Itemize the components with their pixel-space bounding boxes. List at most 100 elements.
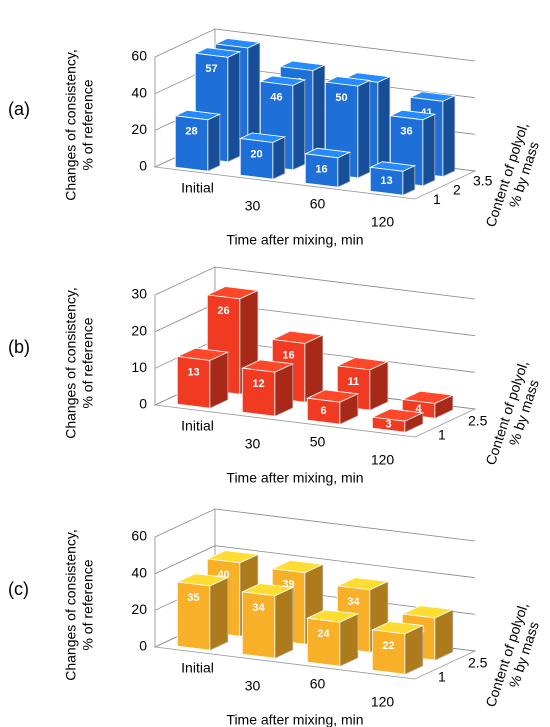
bar-side [274,363,294,417]
y-tick-label: 30 [131,286,147,302]
panel: (c)02040604039342335342422Initial3060120… [8,508,542,727]
x-tick-label: 60 [310,676,326,692]
depth-tick-label: 2.5 [468,655,488,671]
value-label: 26 [217,305,229,317]
y-axis-title: Changes of consistency, [63,287,79,439]
bar-front [369,166,404,196]
value-label: 4 [415,403,422,415]
bar-side [434,608,454,661]
bar-side [209,351,229,409]
value-label: 13 [380,175,392,187]
depth-tick-label: 2.5 [468,413,488,429]
x-tick-label: Initial [181,418,214,434]
x-tick-label: 30 [245,198,261,214]
value-label: 12 [252,378,264,390]
y-tick-label: 60 [131,48,147,64]
bar-front [371,629,406,675]
bar-front [239,138,274,180]
bar: 3 [370,408,425,433]
y-axis-title: Changes of consistency, [63,529,79,681]
value-label: 35 [187,592,199,604]
grid-line [154,303,476,337]
y-axis-title: % of reference [80,559,96,650]
bar-side [272,136,286,180]
panel-label: (c) [8,579,29,599]
bar-side [292,79,306,171]
y-axis-title: % of reference [80,317,96,408]
depth-tick-label: 1 [433,191,441,207]
bar: 13 [175,347,230,409]
bar-side [377,76,391,170]
y-tick-label: 20 [131,601,147,617]
bar: 6 [305,389,360,425]
x-tick-label: 120 [371,694,395,710]
bar-side [422,113,436,187]
bar: 22 [370,621,425,675]
y-axis-title: Changes of consistency, [63,49,79,201]
value-label: 57 [205,63,217,75]
grid-line [154,508,476,542]
x-tick-label: 50 [310,434,326,450]
value-label: 6 [320,405,326,417]
bar-front [176,581,211,651]
bar-front [304,153,339,188]
value-label: 34 [252,602,265,614]
y-tick-label: 0 [139,158,147,174]
value-label: 36 [400,126,412,138]
bar-front [174,115,209,172]
bar: 35 [175,573,230,651]
value-label: 34 [347,596,360,608]
bar: 34 [240,583,295,659]
y-tick-label: 40 [131,84,147,100]
y-tick-label: 20 [131,322,147,338]
value-label: 16 [282,349,294,361]
value-label: 20 [250,148,262,160]
x-tick-label: 120 [371,214,395,230]
bar: 12 [240,359,295,417]
bar-front [306,617,341,667]
value-label: 13 [187,366,199,378]
bar-side [209,576,229,651]
y-axis-title: % of reference [80,79,96,170]
x-tick-label: 120 [371,452,395,468]
x-axis-title: Time after mixing, min [226,712,363,727]
value-label: 11 [348,376,360,388]
value-label: 46 [270,91,282,103]
bar-side [339,613,359,667]
value-label: 24 [317,628,330,640]
bar-side [312,64,326,162]
bar-side [274,586,294,659]
bar: 16 [303,147,352,188]
panel: (b) 0 10 20 30 26 16 11 4 13 12 6 3 Initial 30 50 120 1 2.… [8,266,542,486]
bar: 20 [238,132,287,180]
bar-side [207,113,221,172]
bar-front [371,416,406,433]
y-tick-label: 20 [131,121,147,137]
bar: 24 [305,609,360,667]
panel-label: (b) [8,337,30,357]
bar-side [227,51,241,163]
x-tick-label: Initial [181,660,214,676]
y-tick-label: 60 [131,528,147,544]
bar-front [306,397,341,425]
depth-tick-label: 1 [438,669,446,685]
x-axis-title: Time after mixing, min [226,232,363,248]
value-label: 22 [382,640,394,652]
x-axis-title: Time after mixing, min [226,470,363,486]
x-tick-label: 60 [310,196,326,212]
bar-front [241,367,276,417]
bar-side [357,79,371,179]
y-tick-label: 40 [131,564,147,580]
depth-tick-label: 2 [453,182,461,198]
y-tick-label: 0 [139,638,147,654]
x-tick-label: 30 [245,678,261,694]
bar-front [176,356,211,409]
panel: (a)0204060574947415746503628201613Initia… [8,28,542,248]
y-tick-label: 10 [131,359,147,375]
value-label: 28 [185,126,197,138]
bar-side [442,95,456,178]
y-tick-label: 0 [139,396,147,412]
x-tick-label: 30 [245,436,261,452]
bar-side [337,151,351,188]
